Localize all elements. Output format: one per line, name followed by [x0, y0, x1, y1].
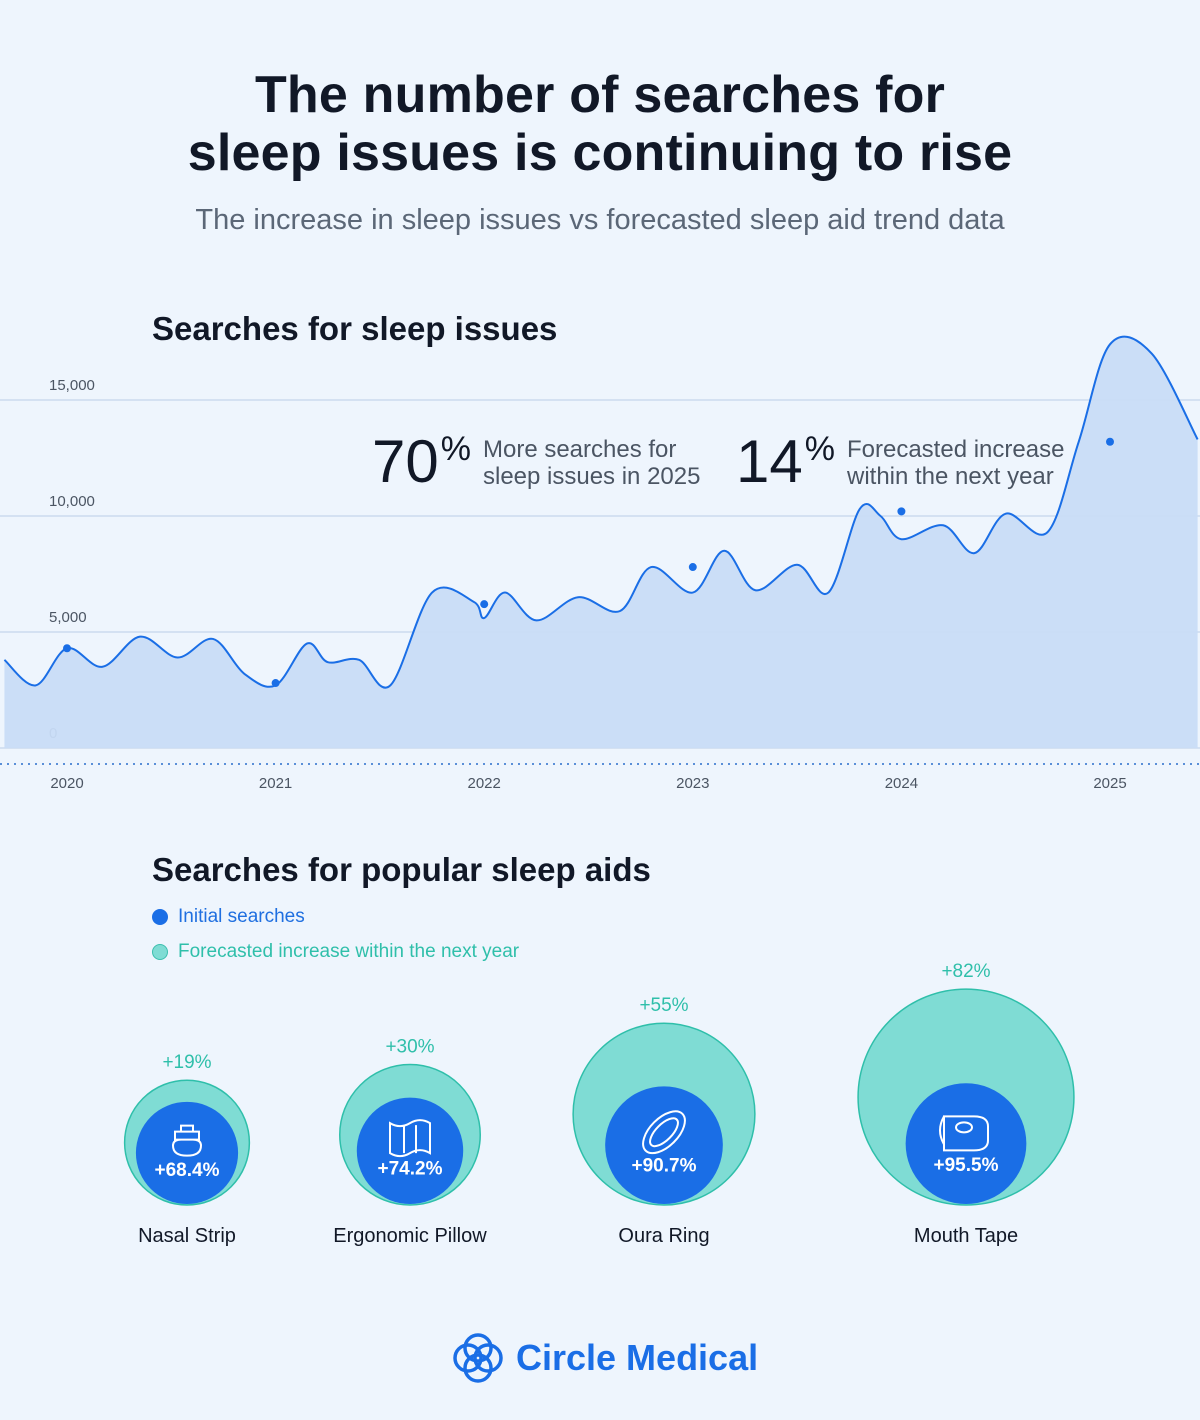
legend-initial: Initial searches [152, 906, 305, 928]
y-tick-label: 10,000 [49, 493, 95, 510]
initial-label: +74.2% [378, 1159, 443, 1180]
forecast-label: +55% [639, 995, 688, 1016]
forecast-label: +82% [941, 961, 990, 982]
stat-text: More searches for sleep issues in 2025 [483, 436, 700, 490]
stat-text: Forecasted increase within the next year [847, 436, 1064, 490]
x-tick-label: 2022 [468, 775, 501, 792]
forecast-label: +30% [385, 1037, 434, 1058]
initial-label: +90.7% [632, 1156, 697, 1177]
legend-forecast: Forecasted increase within the next year [152, 941, 519, 963]
aid-label-nasal-strip: Nasal Strip [138, 1225, 236, 1247]
series-line [3, 335, 1199, 689]
initial-label: +68.4% [155, 1160, 220, 1181]
nasal-strip-icon [171, 1124, 203, 1157]
stat-unit: % [804, 430, 835, 468]
initial-bubble [135, 1101, 239, 1204]
forecast-label: +19% [162, 1052, 211, 1073]
data-point [480, 600, 489, 609]
aid-label-oura-ring: Oura Ring [618, 1225, 710, 1247]
forecast-bubble [857, 988, 1075, 1206]
stat-value: 70 [372, 428, 439, 495]
stat-unit: % [440, 430, 471, 468]
y-tick-label: 15,000 [49, 377, 95, 394]
page-subtitle: The increase in sleep issues vs forecast… [195, 204, 1005, 236]
x-tick-label: 2025 [1093, 775, 1126, 792]
sleep-issues-area-chart: 15,00010,0005,00002020202120222023202420… [0, 335, 1200, 792]
initial-bubble [905, 1083, 1027, 1205]
series-area [4, 336, 1198, 748]
stat-value: 14 [736, 428, 803, 495]
circle-medical-logo-icon [453, 1333, 503, 1383]
forecast-bubble [123, 1079, 251, 1206]
brand-name: Circle Medical [516, 1337, 759, 1378]
initial-bubble [605, 1086, 723, 1204]
x-tick-label: 2021 [259, 775, 292, 792]
stat-text-line-1: Forecasted increase [846, 436, 1065, 463]
stat-forecast-increase: 14 % Forecasted increase within the next… [736, 432, 1064, 492]
initial-label: +95.5% [934, 1155, 999, 1176]
legend-initial-swatch [152, 909, 168, 925]
ring-icon [642, 1110, 686, 1155]
sleep-issues-title: Searches for sleep issues [152, 310, 558, 347]
forecast-bubble [572, 1022, 756, 1206]
sleep-aids-title: Searches for popular sleep aids [152, 851, 651, 888]
forecast-bubble [339, 1063, 481, 1206]
legend-forecast-swatch [152, 944, 168, 960]
tape-icon [939, 1115, 989, 1152]
legend-initial-label: Initial searches [178, 906, 305, 927]
stat-text-line-2: sleep issues in 2025 [482, 463, 701, 490]
data-point [1106, 437, 1114, 446]
title-line-1: The number of searches for [254, 66, 946, 124]
data-point [271, 679, 280, 688]
initial-bubble [356, 1097, 464, 1204]
data-point [688, 563, 697, 572]
page-title: The number of searches for sleep issues … [0, 66, 1200, 182]
aid-label-mouth-tape: Mouth Tape [913, 1225, 1019, 1247]
x-tick-label: 2024 [885, 775, 918, 792]
legend-forecast-label: Forecasted increase within the next year [178, 941, 520, 962]
aid-label-ergonomic-pillow: Ergonomic Pillow [333, 1225, 487, 1247]
y-tick-label: 5,000 [49, 609, 87, 626]
stat-more-searches: 70 % More searches for sleep issues in 2… [372, 432, 700, 492]
data-point [63, 644, 71, 653]
title-line-2: sleep issues is continuing to rise [187, 124, 1013, 182]
stat-text-line-1: More searches for [482, 436, 677, 463]
brand-logo: Circle Medical [452, 1330, 758, 1386]
x-tick-label: 2020 [50, 775, 83, 792]
pillow-icon [389, 1119, 431, 1158]
x-tick-label: 2023 [676, 775, 709, 792]
data-point [897, 507, 906, 516]
stat-text-line-2: within the next year [846, 463, 1054, 490]
